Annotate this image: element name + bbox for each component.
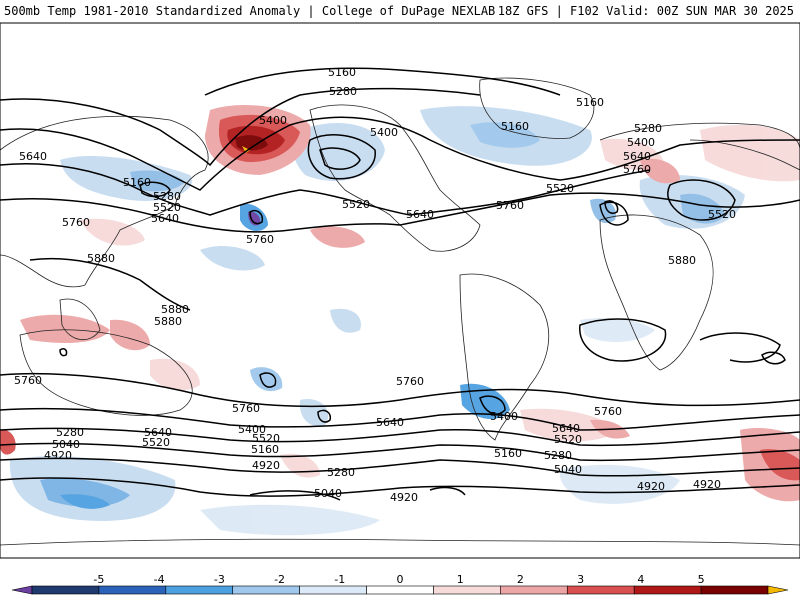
colorbar-tick-label: 4 (637, 573, 644, 586)
colorbar-tick-label: 5 (698, 573, 705, 586)
contour-label: 5760 (396, 375, 424, 388)
contour-label: 5160 (576, 96, 604, 109)
contour-label: 5280 (327, 466, 355, 479)
colorbar-min-arrow (11, 585, 33, 595)
contour-label: 4920 (252, 459, 280, 472)
contour-label: 5520 (252, 432, 280, 445)
colorbar-segment (165, 585, 234, 595)
contour-label: 5400 (490, 410, 518, 423)
map-title: 500mb Temp 1981-2010 Standardized Anomal… (4, 4, 496, 18)
contour-label: 5520 (342, 198, 370, 211)
colorbar-segment (633, 585, 702, 595)
map-frame (0, 22, 800, 559)
contour-label: 5520 (546, 182, 574, 195)
contour-label: 4920 (637, 480, 665, 493)
contour-label: 5280 (544, 449, 572, 462)
contour-label: 5760 (232, 402, 260, 415)
contour-label: 5520 (554, 433, 582, 446)
coastlines (0, 77, 800, 546)
contour-label: 5880 (87, 252, 115, 265)
contour-label: 5400 (238, 423, 266, 436)
model-valid-time: 18Z GFS | F102 Valid: 00Z SUN MAR 30 202… (497, 4, 794, 18)
colorbar-segment (566, 585, 635, 595)
contour-label: 5880 (161, 303, 189, 316)
contour-label: 5520 (153, 201, 181, 214)
contour-label: 5640 (376, 416, 404, 429)
contour-label: 5760 (623, 163, 651, 176)
contour-label: 5760 (594, 405, 622, 418)
colorbar-tick-label: 2 (517, 573, 524, 586)
contour-label: 5640 (406, 208, 434, 221)
contour-label: 5880 (154, 315, 182, 328)
colorbar-segment (433, 585, 501, 595)
contour-label: 5160 (501, 120, 529, 133)
contour-label: 5040 (554, 463, 582, 476)
colorbar-segment (700, 585, 769, 595)
contour-label: 5520 (708, 208, 736, 221)
contour-label: 4920 (390, 491, 418, 504)
colorbar-segment (299, 585, 367, 595)
colorbar-segment (232, 585, 300, 595)
contour-label: 5400 (259, 114, 287, 127)
contour-label: 5400 (627, 136, 655, 149)
contour-label: 5040 (52, 438, 80, 451)
contour-label: 5640 (144, 426, 172, 439)
colorbar: -5 -4 -3 -2 -1 0 1 2 3 4 5 (11, 573, 789, 595)
height-contours (0, 67, 800, 501)
colorbar-tick-label: -2 (274, 573, 285, 586)
contour-labels: 5160 5280 5400 5400 5160 5160 5280 5400 … (14, 66, 736, 504)
colorbar-segment (366, 585, 434, 595)
colorbar-segment (500, 585, 568, 595)
colorbar-tick-label: -3 (214, 573, 225, 586)
colorbar-segment (98, 585, 167, 595)
contour-label: 5160 (123, 176, 151, 189)
contour-label: 5040 (314, 487, 342, 500)
contour-label: 5280 (153, 190, 181, 203)
contour-label: 5640 (19, 150, 47, 163)
contour-label: 5760 (246, 233, 274, 246)
colorbar-tick-label: 1 (457, 573, 464, 586)
contour-label: 5280 (56, 426, 84, 439)
contour-label: 5520 (142, 436, 170, 449)
contour-label: 5760 (62, 216, 90, 229)
contour-label: 5760 (14, 374, 42, 387)
contour-label: 5400 (370, 126, 398, 139)
colorbar-max-arrow (767, 585, 789, 595)
contour-label: 4920 (44, 449, 72, 462)
contour-label: 5160 (251, 443, 279, 456)
colorbar-tick-label: 0 (397, 573, 404, 586)
contour-label: 5160 (328, 66, 356, 79)
colorbar-tick-label: 3 (577, 573, 584, 586)
colorbar-segment (31, 585, 100, 595)
contour-label: 5880 (668, 254, 696, 267)
contour-label: 5760 (496, 199, 524, 212)
colorbar-tick-label: -1 (334, 573, 345, 586)
contour-label: 5160 (494, 447, 522, 460)
contour-label: 5280 (329, 85, 357, 98)
contour-label: 5640 (552, 422, 580, 435)
contour-label: 5640 (623, 150, 651, 163)
colorbar-tick-label: -5 (93, 573, 104, 586)
colorbar-tick-label: -4 (154, 573, 165, 586)
contour-label: 5640 (151, 212, 179, 225)
contour-label: 5280 (634, 122, 662, 135)
contour-label: 4920 (693, 478, 721, 491)
